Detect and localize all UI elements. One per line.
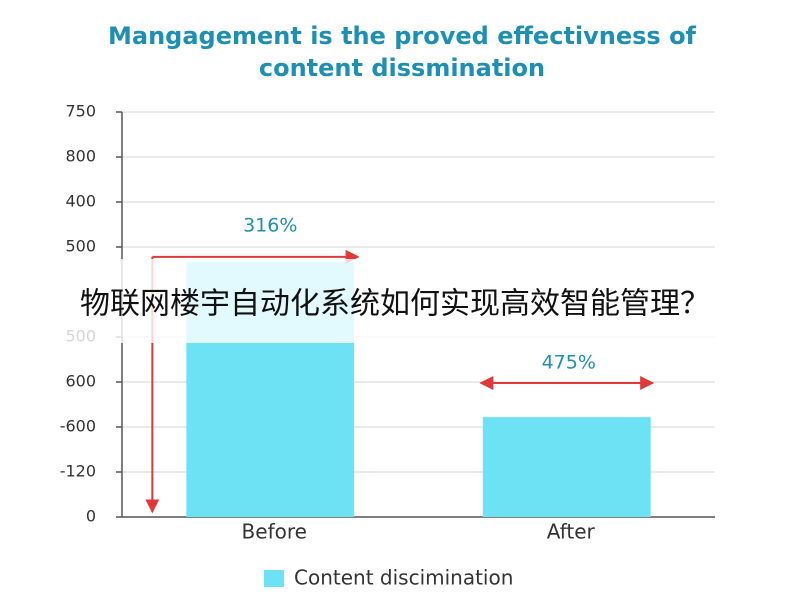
legend-swatch: [264, 570, 284, 587]
y-tick-label: -600: [60, 417, 96, 436]
y-tick-label: 600: [65, 372, 96, 391]
annotation: 316%: [243, 215, 297, 237]
x-tick-label: After: [547, 520, 596, 544]
y-tick-label: 0: [86, 507, 96, 526]
y-tick-label: 750: [65, 102, 96, 121]
y-tick-label: 500: [65, 237, 96, 256]
y-tick-label: 800: [65, 147, 96, 166]
x-tick-label: Before: [242, 520, 307, 544]
annotation: 475%: [542, 352, 596, 374]
chart-title: content dissmination: [259, 54, 545, 82]
overlay-band: [0, 259, 800, 343]
legend-label: Content discimination: [294, 566, 513, 590]
y-tick-label: 400: [65, 192, 96, 211]
bar: [482, 417, 651, 517]
chart-title: Mangagement is the proved effectivness o…: [108, 22, 697, 50]
overlay-caption: 物联网楼宇自动化系统如何实现高效智能管理？: [80, 287, 710, 322]
y-tick-label: -120: [60, 462, 96, 481]
